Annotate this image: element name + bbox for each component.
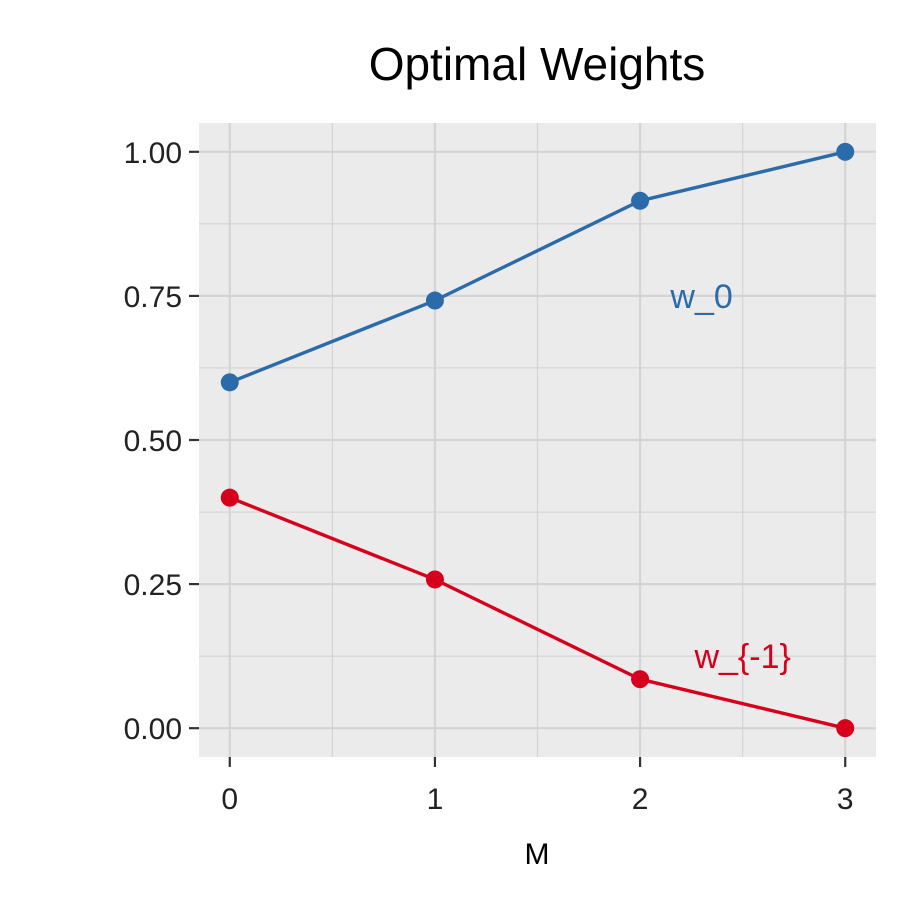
data-point-1-0	[220, 488, 239, 507]
series-line-1	[229, 496, 846, 730]
data-point-0-2	[631, 191, 650, 210]
y-tick-label: 0.00	[124, 713, 182, 746]
series-label-1: w_{-1}	[693, 638, 790, 676]
series-group	[220, 142, 855, 738]
x-tick-label: 0	[221, 783, 238, 816]
y-tick-label: 0.50	[124, 425, 182, 458]
data-point-0-1	[425, 291, 444, 310]
x-axis-title: M	[525, 838, 550, 871]
data-point-1-3	[836, 719, 855, 738]
x-axis: 0 1 2 3	[221, 757, 854, 816]
series-label-0: w_0	[669, 278, 732, 316]
series-labels: w_0 w_{-1}	[669, 278, 790, 676]
data-point-1-2	[631, 670, 650, 689]
y-tick-label: 0.75	[124, 281, 182, 314]
x-tick-label: 3	[837, 783, 854, 816]
y-tick-label: 0.25	[124, 569, 182, 602]
y-axis: 0.00 0.25 0.50 0.75 1.00	[124, 137, 199, 746]
data-point-1-1	[425, 570, 444, 589]
series-line-0	[229, 150, 846, 384]
chart-title: Optimal Weights	[369, 38, 706, 90]
data-point-0-3	[836, 142, 855, 161]
grid-major	[199, 123, 876, 757]
x-tick-label: 1	[427, 783, 444, 816]
y-tick-label: 1.00	[124, 137, 182, 170]
x-tick-label: 2	[632, 783, 649, 816]
data-point-0-0	[220, 373, 239, 392]
